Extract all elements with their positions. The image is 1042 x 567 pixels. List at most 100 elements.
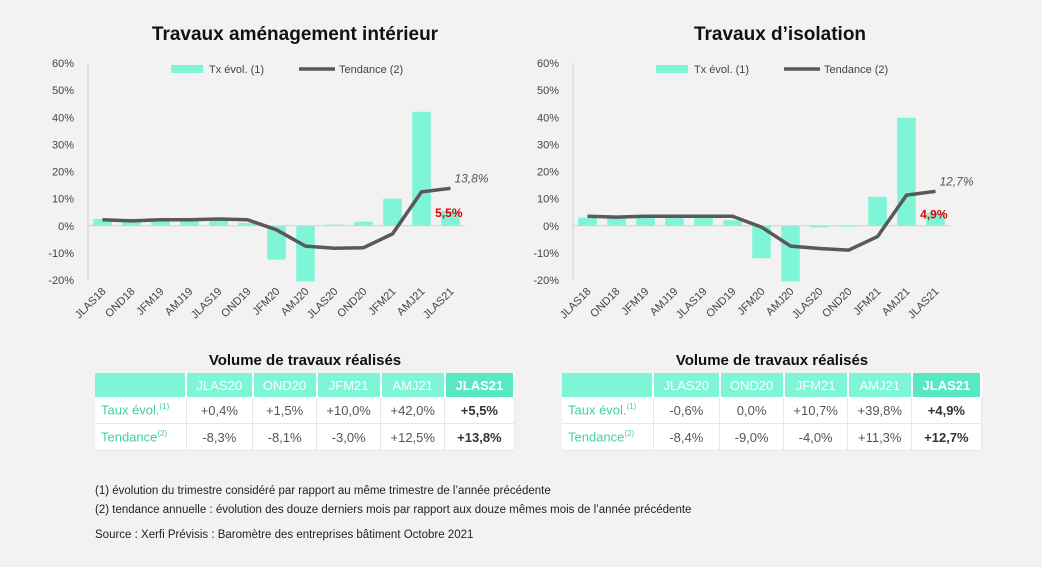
x-tick-label: JLAS19 bbox=[674, 286, 710, 322]
trend-last-label: 13,8% bbox=[455, 171, 489, 185]
header-blank bbox=[562, 373, 654, 397]
chart-title: Travaux aménagement intérieur bbox=[151, 24, 439, 45]
trend-line bbox=[102, 186, 451, 251]
y-tick-label: -20% bbox=[48, 275, 74, 287]
bar bbox=[694, 216, 713, 226]
y-tick-label: 60% bbox=[537, 58, 559, 70]
x-tick-label: OND18 bbox=[588, 286, 622, 320]
bar bbox=[180, 220, 199, 226]
y-tick-label: -10% bbox=[533, 248, 559, 260]
x-tick-label: JLAS18 bbox=[558, 286, 594, 322]
footnotes: (1) évolution du trimestre considéré par… bbox=[95, 482, 691, 545]
x-tick-label: JLAS20 bbox=[790, 286, 826, 322]
legend-line-label: Tendance (2) bbox=[824, 64, 888, 76]
chart-svg: -20%-10%0%10%20%30%40%50%60%JLAS18OND18J… bbox=[533, 58, 974, 322]
bar bbox=[810, 225, 829, 228]
chart-title: Travaux d’isolation bbox=[693, 24, 867, 45]
header-cell: JLAS20 bbox=[653, 373, 721, 397]
chart-amenagement: Travaux aménagement intérieur -20% -10% 0%… bbox=[45, 0, 545, 340]
table-row: Taux évol.(1) +0,4% +1,5% +10,0% +42,0% … bbox=[95, 397, 515, 424]
header-blank bbox=[95, 373, 187, 397]
trend-line bbox=[587, 189, 936, 252]
table-header-row: JLAS20 OND20 JFM21 AMJ21 JLAS21 bbox=[562, 373, 983, 397]
x-tick-label: JFM21 bbox=[366, 286, 398, 318]
table-cell: +12,5% bbox=[380, 423, 446, 451]
table-cell: +11,3% bbox=[847, 423, 913, 451]
table-cell: -9,0% bbox=[719, 423, 785, 451]
legend-bar-label: Tx évol. (1) bbox=[694, 64, 749, 76]
bar bbox=[578, 217, 597, 226]
trend-last-label: 12,7% bbox=[940, 174, 974, 188]
x-tick-label: OND19 bbox=[704, 286, 738, 320]
x-tick-label: OND20 bbox=[820, 286, 854, 320]
table-cell: -8,1% bbox=[252, 423, 318, 451]
table-cell-highlight: +4,9% bbox=[911, 397, 982, 424]
bar-last-label: 4,9% bbox=[920, 207, 948, 221]
header-cell: JFM21 bbox=[783, 373, 849, 397]
bar bbox=[93, 218, 112, 226]
y-tick-label: 40% bbox=[537, 112, 559, 124]
y-tick-label: 30% bbox=[537, 139, 559, 151]
header-cell: OND20 bbox=[719, 373, 785, 397]
y-tick-label: 20% bbox=[537, 167, 559, 179]
legend-bar-swatch bbox=[656, 65, 688, 73]
x-tick-label: JLAS18 bbox=[73, 286, 109, 322]
x-tick-label: JLAS20 bbox=[305, 286, 341, 322]
table-cell: +39,8% bbox=[847, 397, 913, 424]
y-tick-label: 30% bbox=[52, 139, 74, 151]
bar bbox=[325, 224, 344, 226]
bar bbox=[926, 212, 945, 226]
bar bbox=[723, 220, 742, 226]
table-cell: -3,0% bbox=[316, 423, 382, 451]
bar bbox=[868, 196, 887, 226]
bar bbox=[665, 217, 684, 226]
table-cell: +0,4% bbox=[186, 397, 254, 424]
legend-bar-swatch bbox=[171, 65, 203, 73]
y-tick-label: 40% bbox=[52, 112, 74, 124]
x-tick-label: JFM20 bbox=[735, 286, 767, 318]
row-label: Taux évol.(1) bbox=[562, 397, 654, 424]
x-tick-label: JFM20 bbox=[250, 286, 282, 318]
table-cell: 0,0% bbox=[719, 397, 785, 424]
header-cell-highlight: JLAS21 bbox=[444, 373, 516, 397]
bar bbox=[238, 223, 257, 226]
table-amenagement: Volume de travaux réalisés JLAS20 OND20 … bbox=[95, 352, 516, 451]
bar bbox=[781, 225, 800, 282]
source-note: Source : Xerfi Prévisis : Baromètre des … bbox=[95, 529, 474, 541]
y-tick-label: 20% bbox=[52, 167, 74, 179]
table-cell: +10,0% bbox=[316, 397, 382, 424]
table-title: Volume de travaux réalisés bbox=[675, 352, 869, 369]
y-tick-label: 10% bbox=[537, 194, 559, 206]
row-label: Tendance(2) bbox=[562, 423, 654, 451]
table-isolation: Volume de travaux réalisés JLAS20 OND20 … bbox=[562, 352, 983, 451]
x-tick-label: JFM21 bbox=[851, 286, 883, 318]
header-cell: AMJ21 bbox=[380, 373, 446, 397]
table-row: Tendance(2) -8,3% -8,1% -3,0% +12,5% +13… bbox=[95, 423, 515, 451]
x-tick-label: JLAS19 bbox=[189, 286, 225, 322]
header-cell: AMJ21 bbox=[847, 373, 913, 397]
table-cell: +1,5% bbox=[252, 397, 318, 424]
x-tick-label: JLAS21 bbox=[421, 286, 457, 322]
chart-svg: -20%-10%0%10%20%30%40%50%60%JLAS18OND18J… bbox=[48, 58, 489, 322]
bar bbox=[607, 217, 626, 226]
bar bbox=[122, 221, 141, 226]
bar bbox=[897, 117, 916, 226]
bar bbox=[636, 216, 655, 226]
y-tick-label: 0% bbox=[58, 221, 74, 233]
y-tick-label: -20% bbox=[533, 275, 559, 287]
bar bbox=[296, 225, 315, 282]
x-tick-label: JFM19 bbox=[619, 286, 651, 318]
bar bbox=[383, 198, 402, 226]
table-header-row: JLAS20 OND20 JFM21 AMJ21 JLAS21 bbox=[95, 373, 516, 397]
y-tick-label: 50% bbox=[52, 85, 74, 97]
footnote: (2) tendance annuelle : évolution des do… bbox=[95, 504, 692, 516]
table-cell: +10,7% bbox=[783, 397, 849, 424]
table-cell: -4,0% bbox=[783, 423, 849, 451]
bar bbox=[209, 217, 228, 226]
x-tick-label: OND18 bbox=[103, 286, 137, 320]
bar bbox=[412, 111, 431, 226]
table-cell: -8,3% bbox=[186, 423, 254, 451]
y-tick-label: 10% bbox=[52, 194, 74, 206]
table-row: Taux évol.(1) -0,6% 0,0% +10,7% +39,8% +… bbox=[562, 397, 982, 424]
header-cell: JFM21 bbox=[316, 373, 382, 397]
